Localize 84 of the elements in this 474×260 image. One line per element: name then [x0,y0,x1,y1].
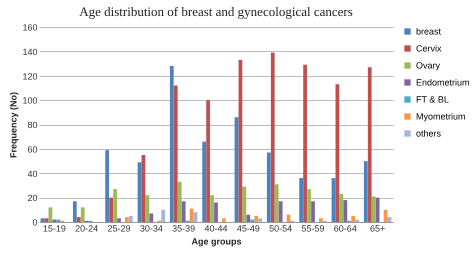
bar [307,189,311,222]
bar [178,182,182,222]
bar [222,218,226,222]
legend-label: Ovary [416,60,441,70]
y-tick-label: 40 [27,168,38,179]
x-tick-label: 50-54 [269,224,292,234]
bar [182,201,186,222]
bar [372,196,376,222]
x-tick-label: 45-49 [236,224,260,234]
bar [303,64,307,222]
legend-label: Endometrium [416,78,470,88]
bar [48,207,52,222]
y-tick-label: 120 [22,71,38,82]
bar [368,67,372,222]
bar [299,178,304,222]
bar [266,152,271,222]
x-tick-label: 15-19 [42,224,66,234]
x-axis-title: Age groups [191,236,242,246]
bar [44,218,48,222]
x-tick-label: 35-39 [172,224,196,234]
bar [146,195,150,222]
bar [190,208,194,222]
chart-title: Age distribution of breast and gynecological cancers [79,4,353,19]
bar [254,216,258,222]
bar [311,201,315,222]
bar [194,212,198,222]
bar [76,217,81,222]
bar [109,198,113,222]
y-tick-label: 140 [22,46,38,57]
bar [170,66,174,222]
bar [384,210,388,222]
y-tick-label: 20 [27,193,38,204]
bar [274,184,279,222]
bar [364,161,368,222]
bar [278,201,283,222]
bar [242,186,246,222]
bar [206,100,210,222]
bar [161,210,166,222]
legend-label: FT & BL [416,94,449,104]
bar [332,178,336,222]
bar [351,216,356,222]
bar [80,207,85,222]
y-tick-label: 100 [22,96,38,106]
x-tick-label: 30-34 [140,224,163,234]
y-axis-title: Frequency (No) [8,92,18,158]
x-tick-label: 65+ [370,224,386,234]
bar [138,162,142,222]
y-tick-label: 0 [32,218,38,228]
y-tick-label: 80 [27,120,38,130]
y-tick-label: 60 [27,144,38,154]
bar [246,214,250,222]
bar [339,194,344,222]
bar [125,217,129,222]
bar [113,189,117,222]
x-tick-label: 60-64 [334,224,357,234]
bar [210,195,214,222]
bar [149,213,154,222]
x-tick-label: 20-24 [75,224,98,234]
legend-label: Myometrium [416,112,466,122]
bar [40,218,44,222]
bar [343,200,348,222]
legend-label: others [416,128,442,138]
bar [319,218,323,222]
bar [117,218,121,222]
legend-label: Cervix [416,44,442,54]
bar [105,150,110,222]
x-tick-label: 40-44 [204,224,228,234]
bar [202,142,206,222]
bar [286,214,290,222]
bar [72,201,77,222]
bar [174,86,178,222]
y-tick-label: 160 [22,22,38,32]
x-tick-label: 25-29 [108,224,131,234]
bar [376,198,380,222]
bar [142,154,146,222]
bar [238,60,242,222]
bar [214,202,218,222]
x-tick-label: 55-59 [301,224,324,234]
bar [388,217,392,222]
legend-label: breast [416,26,442,36]
bar [234,117,238,222]
bar [270,52,275,222]
bar [128,216,133,222]
bar [336,84,340,222]
